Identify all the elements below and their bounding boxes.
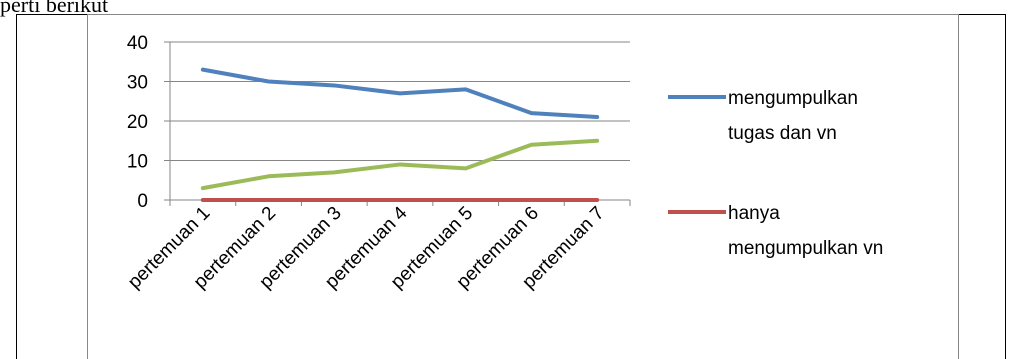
y-tick-label: 20 [127,112,148,133]
data-point [333,171,335,173]
data-point [465,199,467,201]
y-tick-label: 10 [127,152,148,173]
data-point [399,92,401,94]
data-point [268,81,270,82]
data-point [465,88,467,90]
data-point [268,199,270,201]
legend-label: hanya [728,203,780,224]
data-point [399,163,401,165]
legend-label: mengumpulkan [728,88,858,109]
data-point [596,116,598,118]
data-point [202,69,204,71]
legend-label: mengumpulkan vn [728,238,883,259]
y-tick-label: 0 [137,191,148,212]
data-point [399,199,401,201]
data-point [202,199,204,201]
data-point [530,112,532,114]
chart-area-border [87,14,959,359]
legend-label: tugas dan vn [728,123,837,144]
data-point [465,167,467,169]
document-text-fragment: perti berikut [0,0,109,17]
data-point [596,199,598,201]
data-point [333,84,335,86]
data-point [530,144,532,146]
data-point [333,199,335,201]
data-point [268,175,270,177]
data-point [530,199,532,201]
y-tick-label: 40 [127,33,148,54]
data-point [596,140,598,142]
y-tick-label: 30 [127,73,148,94]
data-point [202,187,204,189]
